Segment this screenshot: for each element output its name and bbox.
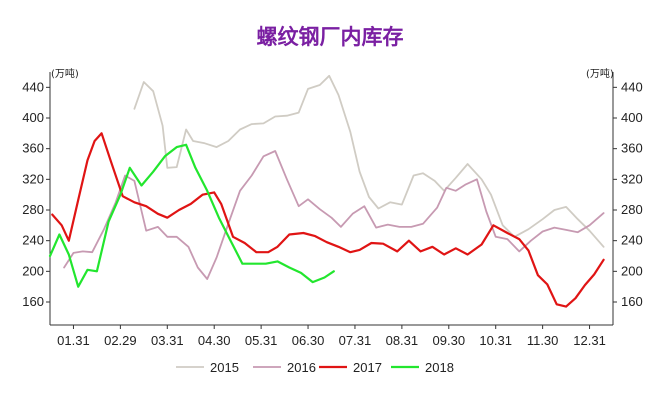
x-tick-label: 04.30 bbox=[198, 333, 231, 348]
legend-label-2017: 2017 bbox=[353, 360, 382, 375]
y-tick-label-right: 400 bbox=[621, 110, 643, 125]
x-tick-label: 10.31 bbox=[479, 333, 512, 348]
y-tick-label-right: 280 bbox=[621, 202, 643, 217]
series-line-2018 bbox=[48, 143, 335, 288]
y-tick-label-right: 360 bbox=[621, 141, 643, 156]
y-tick-label-right: 200 bbox=[621, 263, 643, 278]
x-tick-label: 05.31 bbox=[245, 333, 278, 348]
y-tick-label-left: 400 bbox=[22, 110, 44, 125]
x-tick-label: 06.30 bbox=[292, 333, 325, 348]
y-tick-label-left: 160 bbox=[22, 294, 44, 309]
y-tick-label-right: 320 bbox=[621, 171, 643, 186]
series-line-2017 bbox=[51, 132, 605, 308]
x-tick-label: 02.29 bbox=[104, 333, 137, 348]
legend-label-2016: 2016 bbox=[287, 360, 316, 375]
x-tick-label: 11.30 bbox=[527, 333, 559, 348]
x-tick-label: 01.31 bbox=[57, 333, 90, 348]
y-tick-label-left: 280 bbox=[22, 202, 44, 217]
plot-area bbox=[48, 74, 605, 308]
chart-title: 螺纹钢厂内库存 bbox=[257, 25, 404, 49]
legend-label-2015: 2015 bbox=[210, 360, 239, 375]
x-tick-label: 12.31 bbox=[573, 333, 606, 348]
y-tick-label-left: 360 bbox=[22, 141, 44, 156]
x-tick-label: 08.31 bbox=[386, 333, 419, 348]
legend: 2015 2016 2017 2018 bbox=[176, 360, 454, 375]
y-tick-label-left: 240 bbox=[22, 233, 44, 248]
y-tick-label-left: 440 bbox=[22, 79, 44, 94]
y-tick-label-right: 160 bbox=[621, 294, 643, 309]
x-tick-label: 07.31 bbox=[339, 333, 372, 348]
series-line-2015 bbox=[133, 74, 605, 248]
y-axis-unit-right: (万吨) bbox=[586, 67, 614, 80]
y-axis-unit-left: (万吨) bbox=[51, 67, 79, 80]
x-tick-label: 09.30 bbox=[433, 333, 466, 348]
legend-label-2018: 2018 bbox=[425, 360, 454, 375]
y-tick-label-right: 240 bbox=[621, 233, 643, 248]
y-tick-label-left: 200 bbox=[22, 263, 44, 278]
x-tick-label: 03.31 bbox=[151, 333, 184, 348]
series-line-2016 bbox=[63, 150, 605, 280]
y-tick-label-right: 440 bbox=[621, 79, 643, 94]
y-tick-label-left: 320 bbox=[22, 171, 44, 186]
axes: 160 160 200 200 240 240 280 280 320 320 360 360 400 4… bbox=[22, 72, 643, 348]
